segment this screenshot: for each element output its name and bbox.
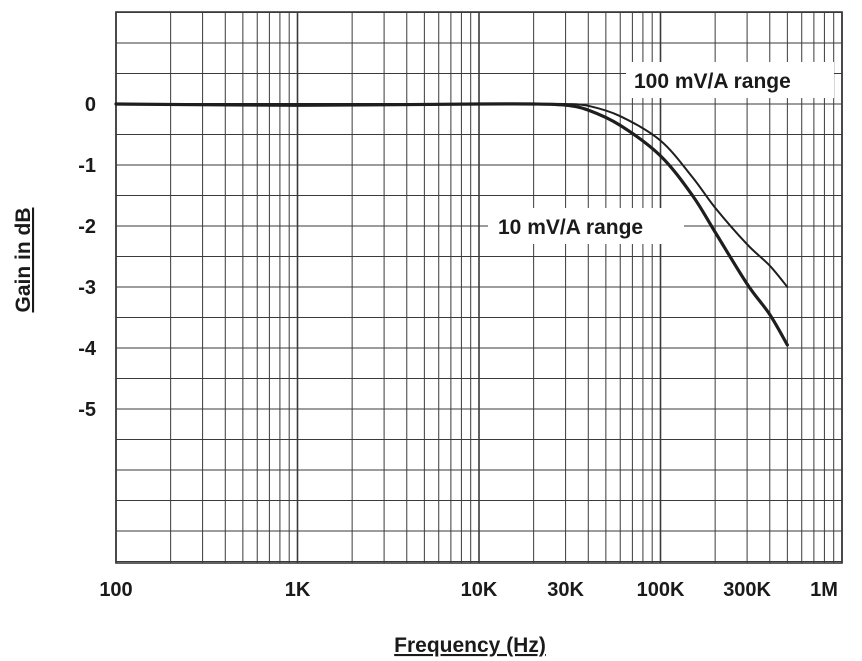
series-line-1	[114, 102, 789, 347]
x-tick-label: 30K	[547, 579, 584, 601]
x-tick-label: 100	[99, 579, 132, 601]
x-tick-label: 10K	[461, 579, 498, 601]
curve-annotation-label: 100 mV/A range	[634, 70, 791, 93]
x-tick-label: 1M	[810, 579, 838, 601]
y-tick-label: -2	[78, 216, 96, 238]
curves-layer	[114, 102, 789, 347]
x-tick-label: 300K	[723, 579, 771, 601]
x-tick-label: 100K	[637, 579, 685, 601]
y-tick-label: -5	[78, 399, 96, 421]
y-axis-title: Gain in dB	[12, 208, 35, 313]
curve-annotation-label: 10 mV/A range	[498, 216, 643, 239]
y-tick-label: 0	[85, 94, 96, 116]
x-axis-title: Frequency (Hz)	[394, 634, 546, 657]
plot-frame	[115, 11, 843, 564]
y-tick-label: -1	[78, 155, 96, 177]
labels-layer: 100 1K 10K 30K 100K 300K 1M 0 -1 -2 -3 -4 -5 100 mV/A…	[78, 62, 838, 601]
y-tick-label: -4	[78, 338, 97, 360]
annotation-background	[626, 62, 834, 98]
annotation-background	[488, 208, 684, 244]
y-tick-label: -3	[78, 277, 96, 299]
x-tick-label: 1K	[285, 579, 311, 601]
